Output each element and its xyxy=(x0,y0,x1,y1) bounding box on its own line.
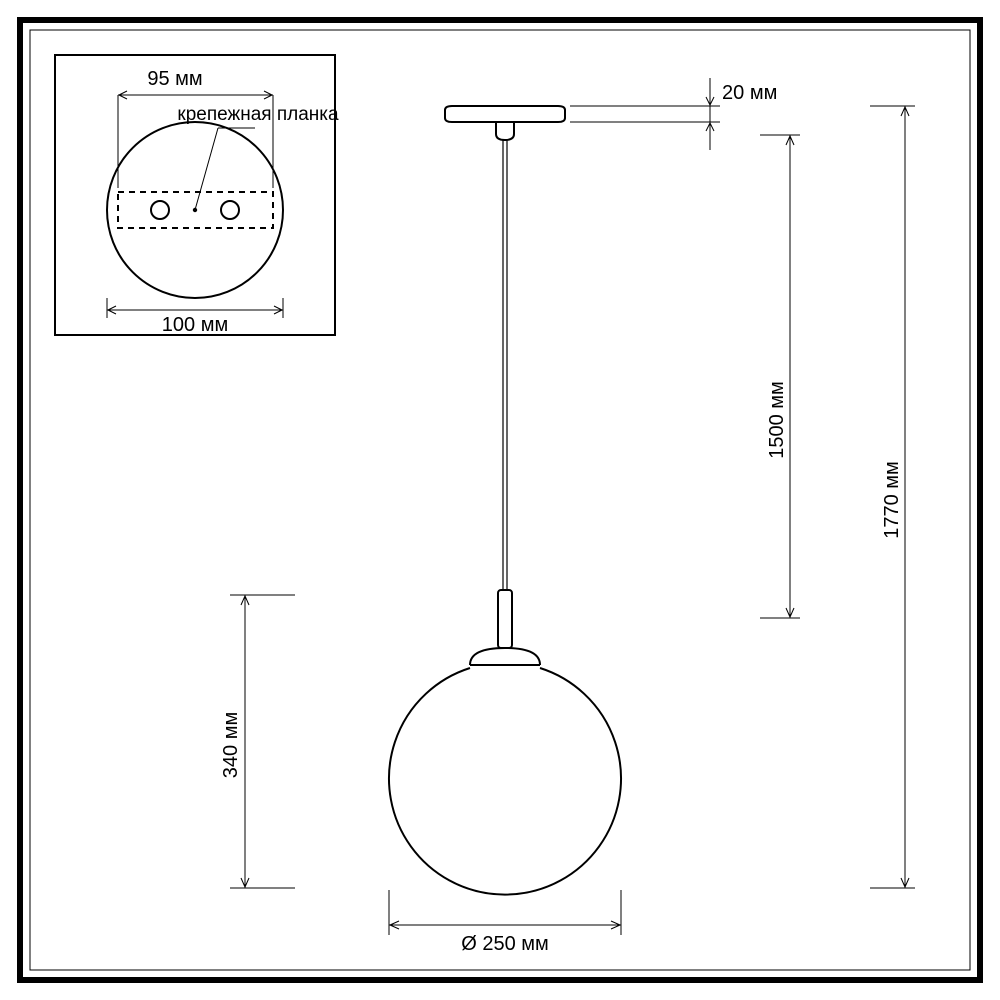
dim-total-height: 1770 мм xyxy=(870,106,915,888)
screw-hole-right xyxy=(221,201,239,219)
total-height-label: 1770 мм xyxy=(881,461,903,539)
stem xyxy=(498,590,512,648)
dim-cable-length: 1500 мм xyxy=(760,135,800,618)
canopy-connector xyxy=(496,122,514,140)
diagram-container: 95 мм крепежная планка 100 мм xyxy=(0,0,1000,1000)
dim-globe-height: 340 мм xyxy=(220,595,295,888)
globe-height-label: 340 мм xyxy=(220,712,242,778)
globe-sphere xyxy=(389,668,621,895)
globe-diameter-label: Ø 250 мм xyxy=(461,933,549,955)
inner-frame xyxy=(30,30,970,970)
inset-frame xyxy=(55,55,335,335)
dim-canopy-height: 20 мм xyxy=(570,78,777,150)
bracket-text-label: крепежная планка xyxy=(177,104,339,125)
cable-length-label: 1500 мм xyxy=(766,381,788,459)
bracket-width-label: 95 мм xyxy=(147,68,202,90)
canopy-height-label: 20 мм xyxy=(722,82,777,104)
technical-drawing-svg: 95 мм крепежная планка 100 мм xyxy=(0,0,1000,1000)
screw-hole-left xyxy=(151,201,169,219)
globe-cap-top xyxy=(470,648,540,665)
dim-globe-diameter: Ø 250 мм xyxy=(389,890,621,955)
ceiling-canopy xyxy=(445,106,565,122)
outer-frame xyxy=(20,20,980,980)
bracket-leader xyxy=(195,128,218,210)
plate-diameter-label: 100 мм xyxy=(162,314,228,336)
inset-mounting-plate: 95 мм крепежная планка 100 мм xyxy=(55,55,339,336)
pendant-lamp xyxy=(389,106,621,895)
